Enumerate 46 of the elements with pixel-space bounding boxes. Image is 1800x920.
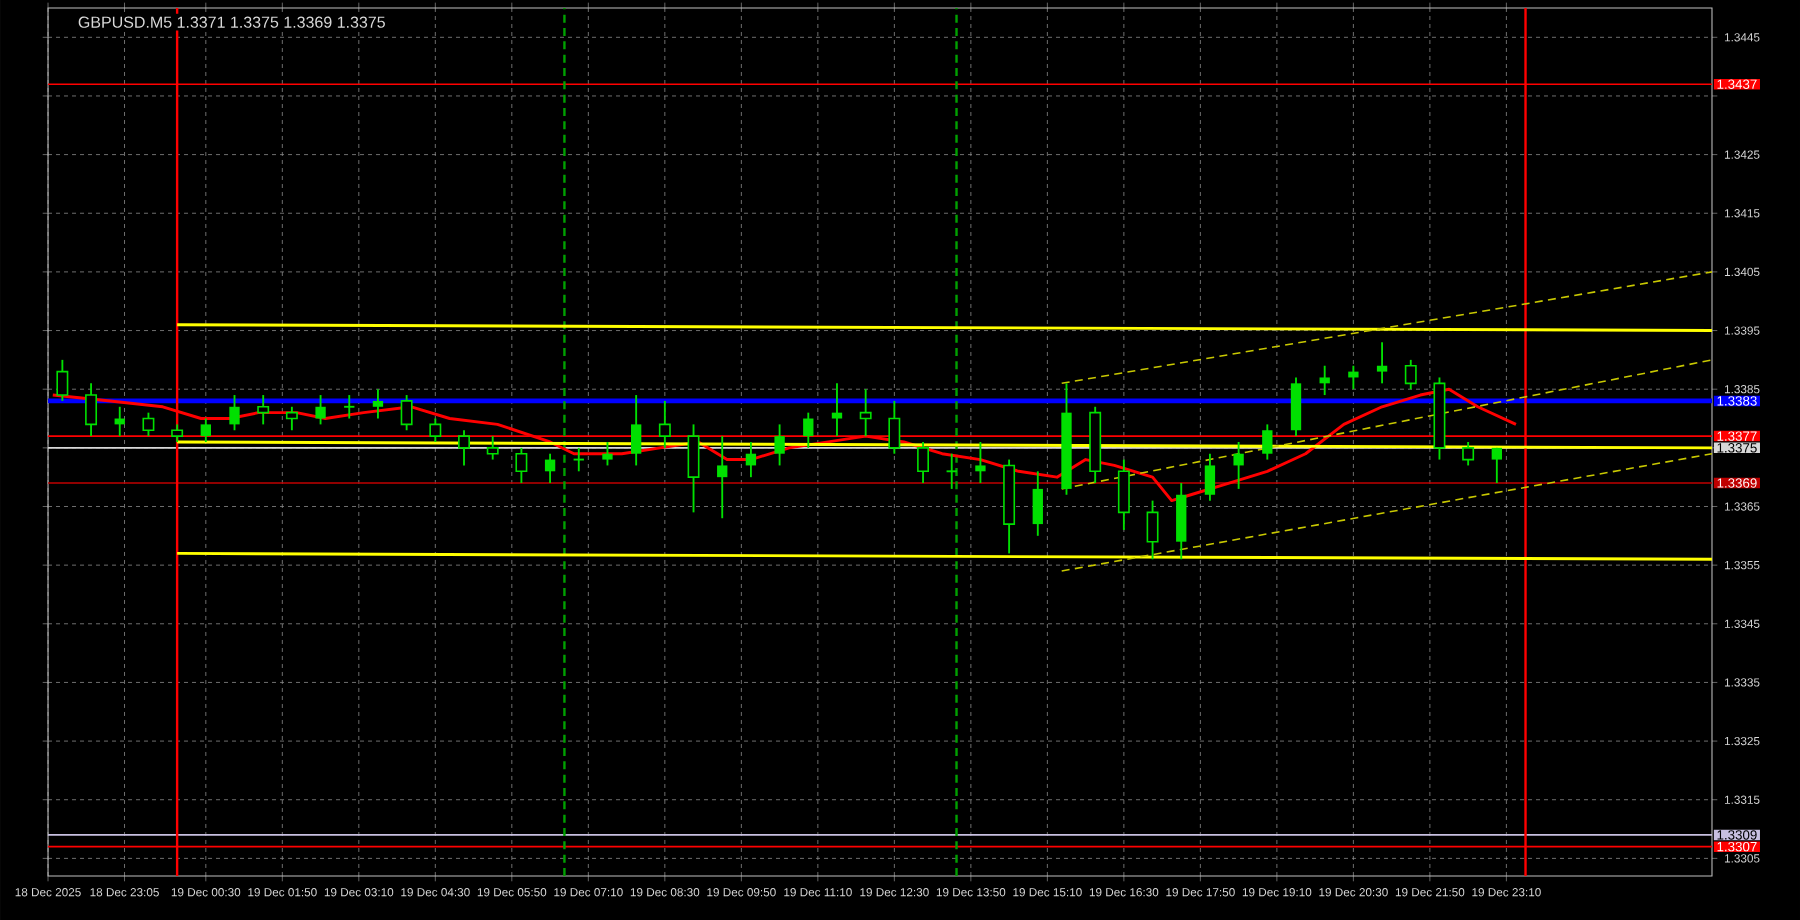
candlestick [315,394,326,426]
candlestick [888,399,901,455]
candlestick [229,394,240,432]
candlestick [803,411,814,449]
candlestick [1204,452,1216,502]
candlestick [1348,364,1359,391]
candlestick [515,446,528,484]
candlestick [285,405,298,432]
candlestick [1176,482,1187,561]
candlestick [1233,441,1244,490]
candlestick [745,441,757,479]
candlestick [630,394,642,467]
candlestick [859,388,872,438]
candlestick [917,441,929,484]
candlestick [774,423,785,467]
candlestick [1462,441,1475,467]
candlestick [1262,423,1273,461]
candlestick [831,382,843,438]
candlestick [429,417,442,443]
candlestick [572,446,585,473]
candlestick [1117,458,1130,531]
candlestick [658,399,671,449]
candlestick [343,394,356,420]
candlestick [1491,446,1502,484]
candlestick [200,417,211,443]
candlestick [717,435,728,520]
candlestick [1146,499,1159,561]
candlestick [1376,341,1388,385]
candlestick [1404,358,1417,391]
candlestick [602,441,613,467]
candlestick [975,441,986,484]
candlestick [486,435,499,461]
candlestick [372,388,384,420]
candlestick [1290,376,1302,438]
candlestick [458,429,470,467]
candlestick [687,423,700,514]
candlestick [400,394,413,432]
candlestick [85,382,98,438]
candlestick [945,452,958,490]
candlestick [257,394,270,426]
candlestick [1319,364,1330,396]
chart-title: GBPUSD.M5 1.3371 1.3375 1.3369 1.3375 [78,16,385,28]
candlestick [56,358,69,402]
candlestick [1032,470,1043,537]
candlestick [544,452,556,484]
candlestick [142,411,155,438]
